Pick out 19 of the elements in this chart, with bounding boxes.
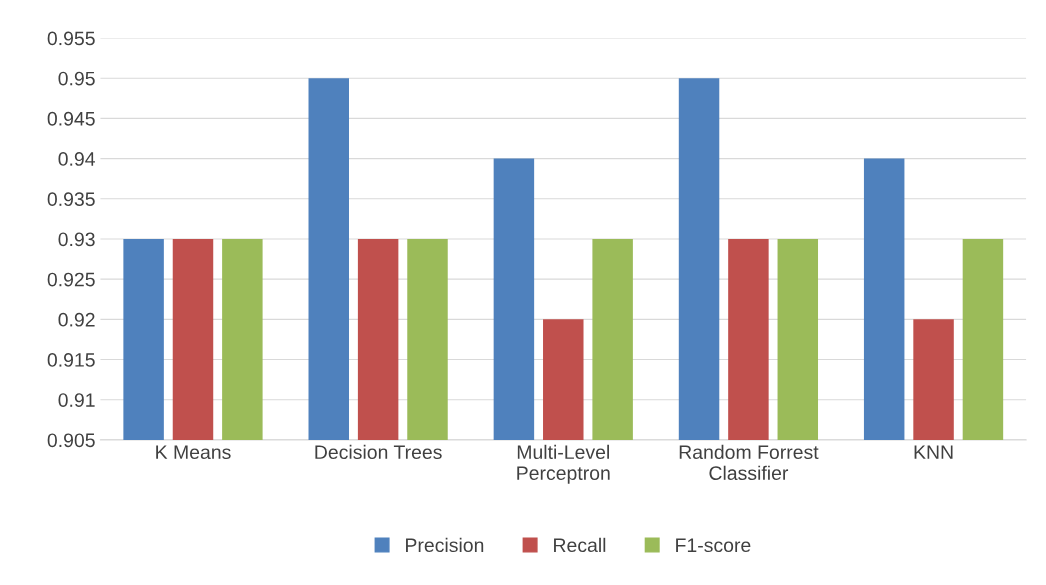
y-tick-label: 0.94 [58,152,95,166]
y-tick-label: 0.93 [58,232,95,247]
y-tick-label: 0.955 [47,31,95,46]
y-tick-label: 0.92 [58,312,95,327]
y-tick-label: 0.925 [47,272,95,287]
x-tick-label: Decision Trees [315,444,442,460]
legend-label: F1-score [676,538,751,553]
y-tick-label: 0.95 [58,71,95,86]
y-tick-label: 0.945 [47,111,95,126]
y-tick-label: 0.905 [47,433,95,448]
x-tick-label: KNN [914,445,953,459]
y-tick-label: 0.91 [58,393,95,407]
y-tick-label: 0.915 [47,353,95,367]
legend-label: Precision [406,537,484,553]
x-tick-label: Random Forrest Classifier [679,444,819,481]
x-tick-label: Multi-Level Perceptron [517,444,610,484]
legend-label: Recall [554,537,606,553]
x-tick-label: K Means [156,445,231,460]
y-tick-label: 0.935 [47,192,95,207]
